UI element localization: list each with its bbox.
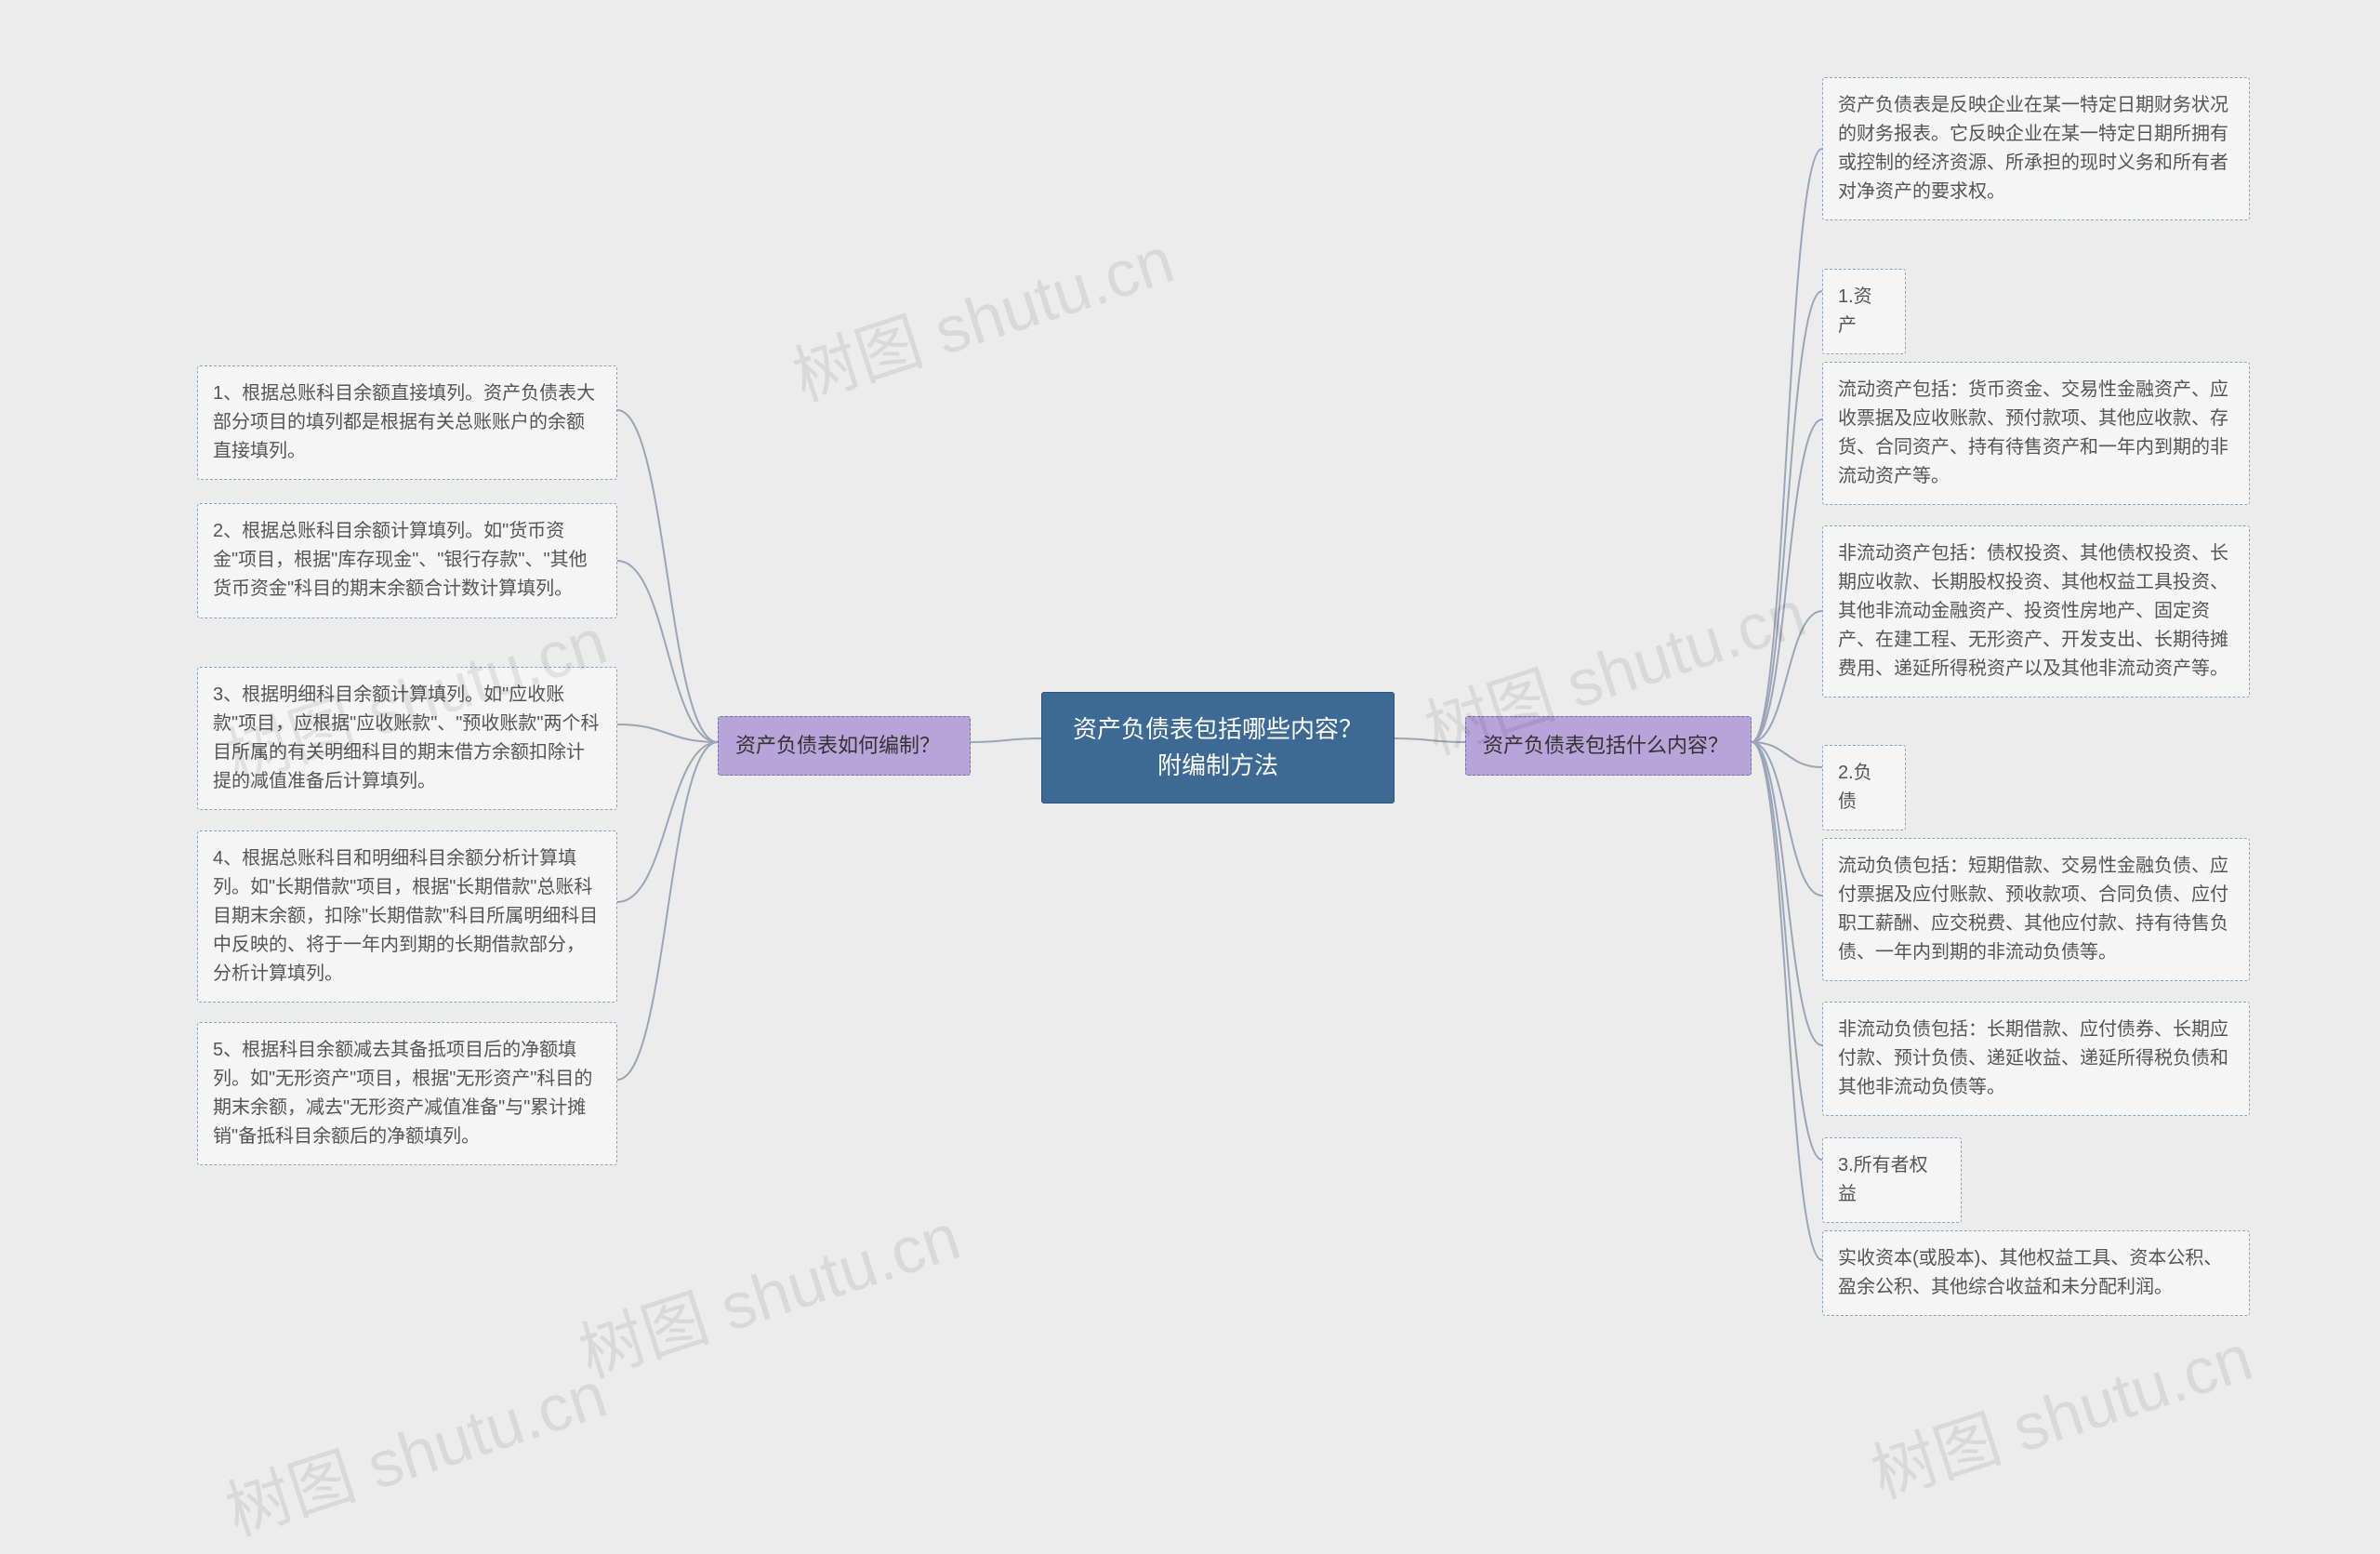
watermark: 树图 shutu.cn bbox=[566, 1185, 971, 1396]
left-leaf-3: 4、根据总账科目和明细科目余额分析计算填列。如"长期借款"项目，根据"长期借款"… bbox=[197, 830, 617, 1003]
center-text: 资产负债表包括哪些内容？附编制方法 bbox=[1073, 715, 1363, 779]
leaf-text: 2、根据总账科目余额计算填列。如"货币资金"项目，根据"库存现金"、"银行存款"… bbox=[213, 521, 588, 599]
leaf-text: 1、根据总账科目余额直接填列。资产负债表大部分项目的填列都是根据有关总账账户的余… bbox=[213, 383, 595, 461]
left-branch-node: 资产负债表如何编制？ bbox=[718, 716, 971, 776]
left-leaf-1: 2、根据总账科目余额计算填列。如"货币资金"项目，根据"库存现金"、"银行存款"… bbox=[197, 503, 617, 618]
right-leaf-5: 流动负债包括：短期借款、交易性金融负债、应付票据及应付账款、预收款项、合同负债、… bbox=[1822, 838, 2250, 981]
leaf-text: 5、根据科目余额减去其备抵项目后的净额填列。如"无形资产"项目，根据"无形资产"… bbox=[213, 1040, 592, 1147]
leaf-text: 2.负债 bbox=[1838, 763, 1872, 812]
left-leaf-2: 3、根据明细科目余额计算填列。如"应收账款"项目，应根据"应收账款"、"预收账款… bbox=[197, 667, 617, 810]
leaf-text: 非流动负债包括：长期借款、应付债券、长期应付款、预计负债、递延收益、递延所得税负… bbox=[1838, 1019, 2228, 1097]
right-leaf-2: 流动资产包括：货币资金、交易性金融资产、应收票据及应收账款、预付款项、其他应收款… bbox=[1822, 362, 2250, 505]
right-leaf-8: 实收资本(或股本)、其他权益工具、资本公积、盈余公积、其他综合收益和未分配利润。 bbox=[1822, 1230, 2250, 1316]
leaf-text: 资产负债表是反映企业在某一特定日期财务状况的财务报表。它反映企业在某一特定日期所… bbox=[1838, 95, 2228, 202]
watermark: 树图 shutu.cn bbox=[1858, 1306, 2263, 1517]
leaf-text: 流动负债包括：短期借款、交易性金融负债、应付票据及应付账款、预收款项、合同负债、… bbox=[1838, 856, 2228, 963]
right-leaf-6: 非流动负债包括：长期借款、应付债券、长期应付款、预计负债、递延收益、递延所得税负… bbox=[1822, 1002, 2250, 1116]
right-branch-label: 资产负债表包括什么内容？ bbox=[1483, 734, 1728, 757]
watermark: 树图 shutu.cn bbox=[780, 208, 1184, 419]
right-leaf-1: 1.资产 bbox=[1822, 269, 1906, 354]
right-leaf-0: 资产负债表是反映企业在某一特定日期财务状况的财务报表。它反映企业在某一特定日期所… bbox=[1822, 77, 2250, 220]
mindmap-canvas: 资产负债表包括哪些内容？附编制方法 资产负债表如何编制？ 资产负债表包括什么内容… bbox=[0, 0, 2380, 1468]
left-branch-label: 资产负债表如何编制？ bbox=[735, 734, 940, 757]
leaf-text: 1.资产 bbox=[1838, 286, 1872, 336]
leaf-text: 3、根据明细科目余额计算填列。如"应收账款"项目，应根据"应收账款"、"预收账款… bbox=[213, 684, 600, 791]
center-node: 资产负债表包括哪些内容？附编制方法 bbox=[1041, 692, 1395, 804]
leaf-text: 4、根据总账科目和明细科目余额分析计算填列。如"长期借款"项目，根据"长期借款"… bbox=[213, 848, 598, 984]
left-leaf-0: 1、根据总账科目余额直接填列。资产负债表大部分项目的填列都是根据有关总账账户的余… bbox=[197, 365, 617, 480]
right-leaf-7: 3.所有者权益 bbox=[1822, 1137, 1962, 1223]
leaf-text: 非流动资产包括：债权投资、其他债权投资、长期应收款、长期股权投资、其他权益工具投… bbox=[1838, 543, 2228, 679]
left-leaf-4: 5、根据科目余额减去其备抵项目后的净额填列。如"无形资产"项目，根据"无形资产"… bbox=[197, 1022, 617, 1165]
right-leaf-4: 2.负债 bbox=[1822, 745, 1906, 830]
right-branch-node: 资产负债表包括什么内容？ bbox=[1465, 716, 1752, 776]
watermark: 树图 shutu.cn bbox=[213, 1343, 617, 1554]
leaf-text: 流动资产包括：货币资金、交易性金融资产、应收票据及应收账款、预付款项、其他应收款… bbox=[1838, 379, 2228, 486]
leaf-text: 实收资本(或股本)、其他权益工具、资本公积、盈余公积、其他综合收益和未分配利润。 bbox=[1838, 1248, 2222, 1297]
leaf-text: 3.所有者权益 bbox=[1838, 1155, 1928, 1204]
right-leaf-3: 非流动资产包括：债权投资、其他债权投资、长期应收款、长期股权投资、其他权益工具投… bbox=[1822, 525, 2250, 697]
